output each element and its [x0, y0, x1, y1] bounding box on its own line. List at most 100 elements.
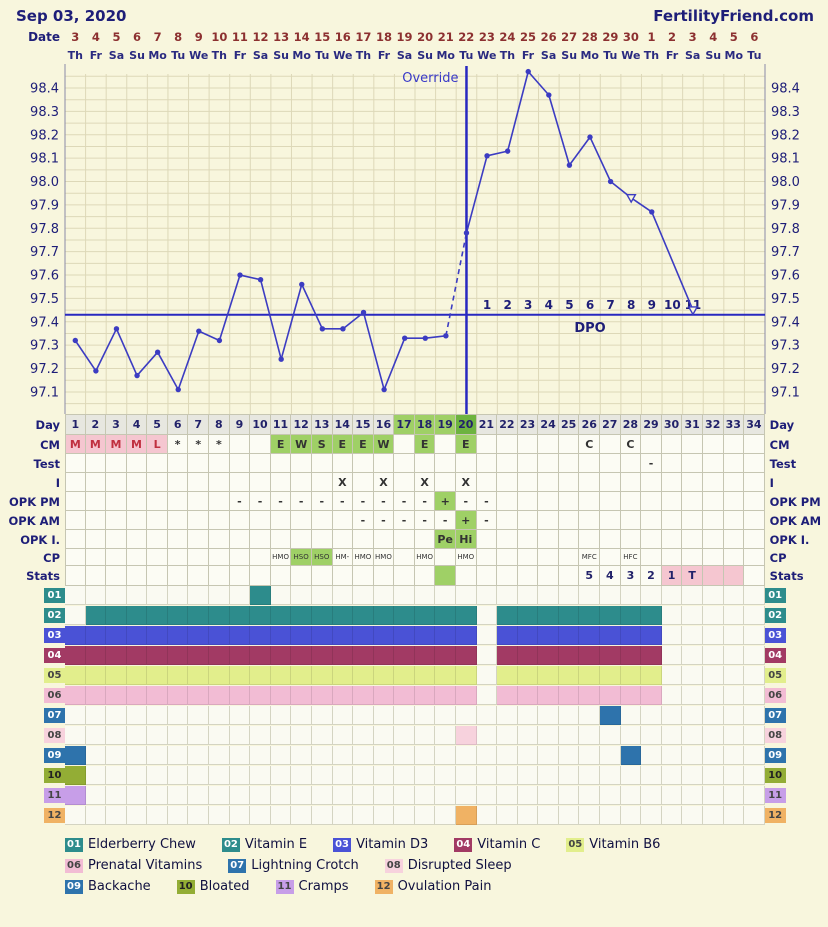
symptom-mark	[291, 646, 312, 665]
symptom-mark	[126, 646, 148, 665]
override-label: Override	[402, 71, 458, 86]
symptom-cell	[661, 786, 683, 805]
symptom-cell	[661, 726, 683, 745]
symptom-mark	[600, 626, 621, 645]
symptom-cell	[476, 766, 498, 785]
symptom-cell	[620, 766, 642, 785]
symptom-mark	[353, 626, 374, 645]
test-cell	[744, 454, 765, 473]
symptom-cell	[332, 746, 354, 765]
day-cell[interactable]: 24	[538, 414, 559, 435]
day-cell[interactable]: 18	[414, 414, 436, 435]
day-cell[interactable]: 11	[270, 414, 292, 435]
opk-pm-cell: -	[311, 492, 333, 511]
weekday-cell: Fr	[521, 48, 535, 62]
day-cell[interactable]: 22	[497, 414, 518, 435]
day-cell[interactable]: 16	[373, 414, 395, 435]
weekday-cell: Tu	[603, 48, 618, 62]
cm-cell	[661, 435, 683, 454]
day-cell[interactable]: 4	[126, 414, 148, 435]
symptom-cell	[723, 586, 745, 605]
day-cell[interactable]: 29	[641, 414, 662, 435]
day-cell[interactable]: 12	[291, 414, 312, 435]
symptom-mark	[209, 646, 230, 665]
opk-monitor-cell	[414, 530, 436, 549]
day-cell[interactable]: 31	[682, 414, 703, 435]
opk-am-cell	[702, 511, 724, 530]
cp-cell	[229, 549, 251, 566]
opk-monitor-cell	[723, 530, 745, 549]
symptom-badge: 07	[764, 708, 786, 723]
day-cell[interactable]: 3	[106, 414, 127, 435]
symptom-cell	[723, 646, 745, 665]
symptom-label-left: 01	[0, 586, 65, 605]
symptom-cell	[229, 786, 251, 805]
dpo-number: 2	[503, 298, 511, 312]
symptom-badge: 11	[44, 788, 65, 803]
day-cell[interactable]: 2	[85, 414, 107, 435]
day-cell[interactable]: 28	[620, 414, 642, 435]
day-cell[interactable]: 20	[455, 414, 477, 435]
stats-cell	[723, 566, 745, 586]
symptom-mark	[538, 606, 559, 625]
symptom-cell	[291, 786, 312, 805]
symptom-cell	[270, 706, 292, 725]
intercourse-cell	[661, 473, 683, 492]
day-cell[interactable]: 19	[435, 414, 456, 435]
symptom-row-09: 09 09	[0, 746, 828, 765]
symptom-mark	[455, 626, 477, 645]
day-cell[interactable]: 23	[517, 414, 539, 435]
symptom-cell	[476, 646, 498, 665]
stats-cell	[435, 566, 456, 586]
day-cell[interactable]: 5	[147, 414, 168, 435]
day-cell[interactable]: 14	[332, 414, 354, 435]
symptom-mark	[106, 646, 127, 665]
symptom-cell	[332, 586, 354, 605]
symptom-cell	[476, 626, 498, 645]
symptom-mark	[517, 686, 539, 705]
intercourse-cell	[497, 473, 518, 492]
day-cell[interactable]: 27	[600, 414, 621, 435]
day-cell[interactable]: 34	[744, 414, 765, 435]
symptom-cell	[147, 706, 168, 725]
day-cell[interactable]: 9	[229, 414, 251, 435]
day-cell[interactable]: 8	[209, 414, 230, 435]
day-cell[interactable]: 1	[65, 414, 86, 435]
symptom-cell	[744, 646, 765, 665]
symptom-cell	[106, 806, 127, 825]
day-cell[interactable]: 17	[394, 414, 415, 435]
day-cell[interactable]: 30	[661, 414, 683, 435]
symptom-cell	[167, 726, 189, 745]
day-cell[interactable]: 6	[167, 414, 189, 435]
row-label-opk-monitor: OPK I.	[769, 532, 810, 547]
symptom-cell	[270, 746, 292, 765]
symptom-label-left: 06	[0, 686, 65, 705]
day-cell[interactable]: 26	[579, 414, 601, 435]
legend-badge: 09	[65, 879, 83, 894]
symptom-cell	[311, 766, 333, 785]
day-cell[interactable]: 13	[311, 414, 333, 435]
date-cell: 27	[561, 30, 578, 44]
symptom-cell	[744, 606, 765, 625]
symptom-cell	[641, 706, 662, 725]
day-cell[interactable]: 25	[558, 414, 580, 435]
legend-label: Bloated	[199, 879, 250, 894]
day-cell[interactable]: 21	[476, 414, 498, 435]
day-cell[interactable]: 32	[702, 414, 724, 435]
symptom-cell	[188, 786, 210, 805]
symptom-mark	[455, 666, 477, 685]
test-cell	[517, 454, 539, 473]
symptom-cell	[517, 806, 539, 825]
day-cell[interactable]: 15	[353, 414, 374, 435]
date-cell: 18	[375, 30, 392, 44]
cp-cell	[106, 549, 127, 566]
opk-pm-cell	[600, 492, 621, 511]
day-cell[interactable]: 33	[723, 414, 745, 435]
symptom-row-03: 03 03	[0, 626, 828, 645]
weekday-cell: Sa	[252, 48, 269, 62]
site-link[interactable]: FertilityFriend.com	[653, 7, 814, 25]
day-cell[interactable]: 7	[188, 414, 210, 435]
cp-cell	[682, 549, 703, 566]
day-cell[interactable]: 10	[250, 414, 271, 435]
symptom-cell	[353, 766, 374, 785]
